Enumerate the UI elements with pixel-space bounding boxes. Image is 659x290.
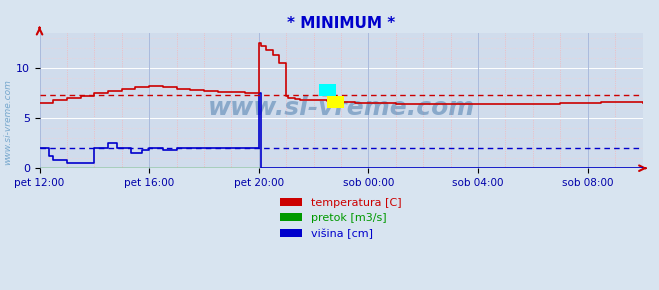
Legend: temperatura [C], pretok [m3/s], višina [cm]: temperatura [C], pretok [m3/s], višina […: [275, 193, 407, 244]
Text: www.si-vreme.com: www.si-vreme.com: [3, 79, 13, 165]
Text: www.si-vreme.com: www.si-vreme.com: [208, 95, 474, 119]
Bar: [319, 84, 335, 96]
Title: * MINIMUM *: * MINIMUM *: [287, 16, 395, 31]
Bar: [328, 96, 344, 108]
